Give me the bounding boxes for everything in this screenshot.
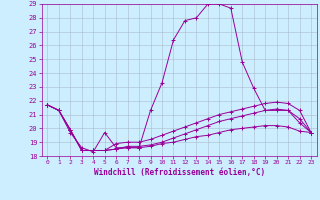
X-axis label: Windchill (Refroidissement éolien,°C): Windchill (Refroidissement éolien,°C) bbox=[94, 168, 265, 177]
